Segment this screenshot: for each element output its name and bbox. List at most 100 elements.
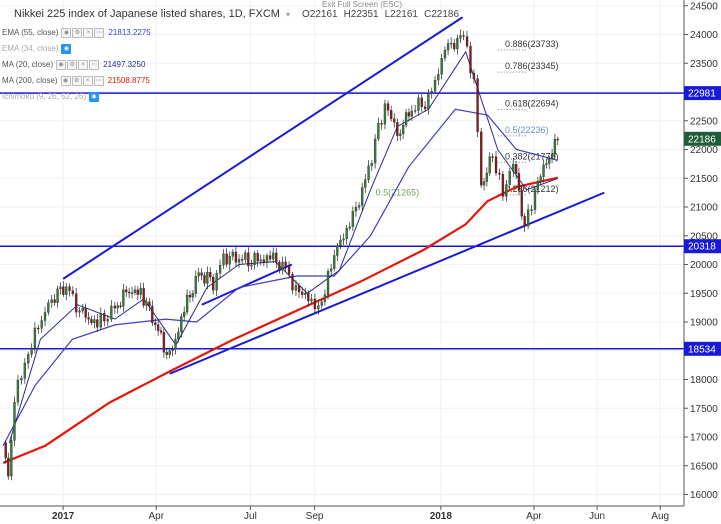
y-tick-label: 21000	[690, 203, 718, 214]
indicator-buttons: ◉	[89, 92, 100, 102]
candle-body	[339, 239, 342, 246]
candle-body	[148, 301, 151, 307]
candle-body	[177, 331, 180, 340]
candle-body	[40, 320, 43, 329]
candle-body	[10, 440, 13, 477]
eye-off-icon[interactable]: ◉	[61, 28, 72, 38]
indicator-row[interactable]: EMA (55, close) ◉ ⚙ × ⋯ 21813.2275	[0, 26, 151, 40]
candle-body	[53, 299, 56, 303]
candle-body	[56, 288, 59, 303]
y-tick-label: 20000	[690, 260, 718, 271]
settings-icon[interactable]: ◉	[60, 76, 71, 86]
price-series	[4, 29, 559, 481]
indicator-value: 21497.3250	[103, 60, 146, 69]
settings-icon[interactable]: ⚙	[71, 76, 82, 86]
y-tick-label: 17500	[690, 404, 718, 415]
candle-body	[459, 35, 462, 39]
indicator-row[interactable]: Ichimoku (9, 26, 52, 26) ◉	[0, 90, 100, 104]
candle-body	[517, 173, 521, 191]
x-axis-bg	[0, 506, 721, 524]
candle-body	[68, 286, 71, 291]
eye-icon[interactable]: ◉	[61, 44, 72, 54]
y-tick-label: 18000	[690, 375, 718, 386]
candle-body	[367, 165, 370, 180]
candle-body	[185, 294, 189, 313]
indicator-name: EMA (34, close)	[2, 44, 59, 53]
eye-icon[interactable]: ◉	[89, 92, 100, 102]
candle-body	[453, 43, 456, 50]
y-tick-label: 22500	[690, 116, 718, 127]
candle-body	[259, 259, 262, 262]
candle-body	[231, 251, 234, 257]
candle-body	[200, 272, 203, 276]
y-tick-label: 19000	[690, 318, 718, 329]
candle-body	[548, 158, 551, 164]
candle-body	[203, 275, 206, 284]
candle-body	[133, 289, 137, 293]
candle-body	[50, 299, 53, 303]
indicator-row[interactable]: EMA (34, close) ◉	[0, 42, 72, 56]
candle-body	[209, 271, 212, 278]
candle-body	[62, 286, 65, 295]
more-icon[interactable]: ⋯	[94, 28, 105, 38]
x-tick-label: Aug	[651, 511, 669, 522]
candle-body	[320, 301, 323, 306]
candle-body	[505, 184, 508, 197]
candle-body	[125, 289, 128, 293]
candle-body	[59, 286, 62, 290]
ma200-line	[2, 176, 559, 464]
settings-icon[interactable]: ⚙	[67, 60, 78, 70]
candle-body	[465, 36, 469, 47]
chevron-down-icon[interactable]: ▾	[285, 9, 290, 19]
candle-body	[417, 97, 420, 111]
candle-body	[514, 164, 518, 174]
x-tick-label: Jun	[589, 511, 605, 522]
candle-body	[197, 272, 200, 277]
candle-body	[30, 348, 33, 355]
last-price-tag	[684, 131, 721, 146]
candle-body	[488, 156, 491, 174]
candle-body	[225, 253, 228, 265]
close-icon[interactable]: ×	[78, 60, 89, 70]
close-icon[interactable]: ×	[82, 76, 93, 86]
candle-body	[116, 305, 119, 309]
candle-body	[284, 261, 287, 267]
candle-body	[191, 293, 195, 298]
more-icon[interactable]: ⋯	[93, 76, 104, 86]
candle-body	[162, 332, 166, 353]
ohlc-readout: O22161 H22351 L22161 C22186	[302, 9, 465, 20]
x-tick-label: Sep	[306, 511, 324, 522]
y-tick-label: 16500	[690, 461, 718, 472]
exit-fullscreen-label[interactable]: Exit Full Screen (ESC)	[322, 0, 403, 9]
candle-body	[407, 112, 411, 117]
indicator-row[interactable]: MA (20, close) ◉ ⚙ × ⋯ 21497.3250	[0, 58, 145, 72]
close-icon[interactable]: ×	[83, 28, 94, 38]
settings-icon[interactable]: ⚙	[72, 28, 83, 38]
candle-body	[456, 38, 459, 50]
candle-body	[27, 354, 30, 364]
candle-body	[386, 103, 390, 111]
candle-body	[354, 207, 358, 212]
candle-body	[20, 378, 23, 381]
candle-body	[23, 362, 26, 379]
candle-body	[310, 298, 313, 302]
indicator-value: 21508.8775	[107, 76, 150, 85]
level-price-label: 20318	[688, 242, 716, 253]
candle-body	[420, 97, 423, 107]
candle-body	[81, 307, 84, 312]
fib-label: 0.618(22694)	[505, 99, 559, 109]
candle-body	[333, 255, 336, 269]
indicator-row[interactable]: MA (200, close) ◉ ⚙ × ⋯ 21508.8775	[0, 74, 150, 88]
candle-body	[218, 264, 222, 274]
candle-body	[265, 255, 269, 263]
y-tick-label: 19500	[690, 289, 718, 300]
moving-averages	[2, 50, 559, 464]
settings-icon[interactable]: ◉	[56, 60, 67, 70]
candle-body	[380, 123, 383, 125]
more-icon[interactable]: ⋯	[89, 60, 100, 70]
candle-body	[142, 288, 145, 306]
candle-body	[443, 49, 447, 59]
candle-body	[297, 285, 301, 293]
